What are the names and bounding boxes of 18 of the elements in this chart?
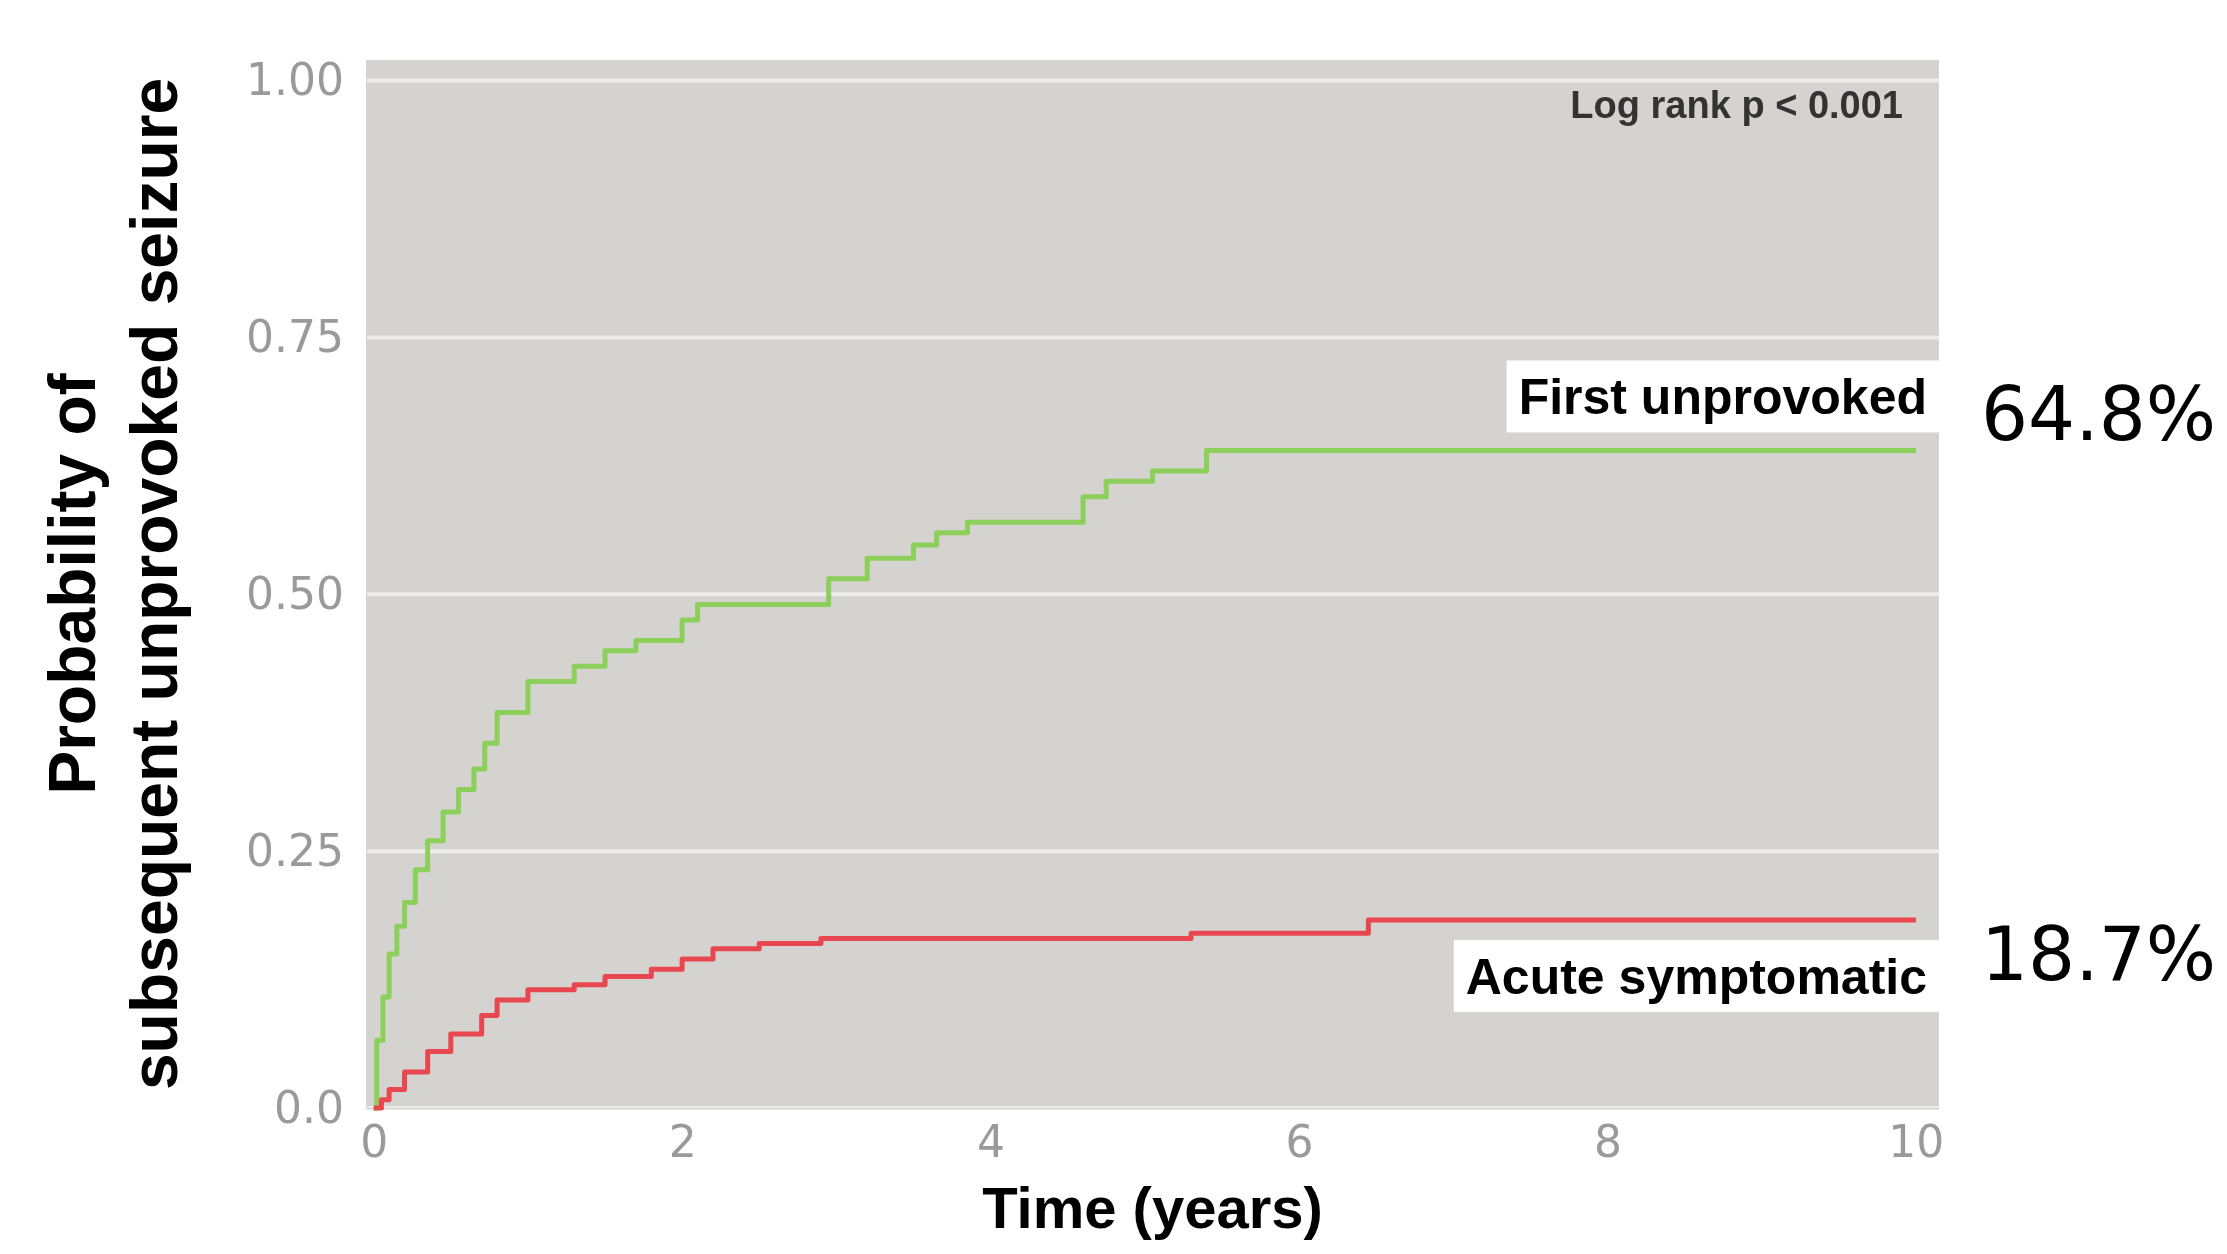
text: 18.7% bbox=[1981, 910, 2217, 997]
annotation: Log rank p < 0.001 bbox=[1570, 84, 1903, 126]
x-tick-label: 0 bbox=[360, 1116, 389, 1168]
x-tick-label: 2 bbox=[668, 1116, 697, 1168]
x-axis-title: Time (years) bbox=[982, 1175, 1323, 1240]
text: 64.8% bbox=[1981, 371, 2217, 458]
y-tick-label: 1.00 bbox=[246, 54, 344, 106]
series-label: First unprovoked bbox=[1518, 369, 1927, 426]
x-tick-label: 10 bbox=[1888, 1116, 1945, 1168]
x-tick-label: 6 bbox=[1285, 1116, 1314, 1168]
y-tick-label: 0.50 bbox=[246, 567, 344, 619]
y-tick-label: 0.0 bbox=[274, 1081, 344, 1133]
y-tick-label: 0.25 bbox=[246, 824, 344, 876]
y-axis-title: Probability of subsequent unprovoked seizure bbox=[35, 77, 191, 1091]
series-label: Acute symptomatic bbox=[1465, 948, 1927, 1005]
x-tick-label: 4 bbox=[977, 1116, 1006, 1168]
x-tick-label: 8 bbox=[1593, 1116, 1622, 1168]
y-tick-label: 0.75 bbox=[246, 310, 344, 362]
